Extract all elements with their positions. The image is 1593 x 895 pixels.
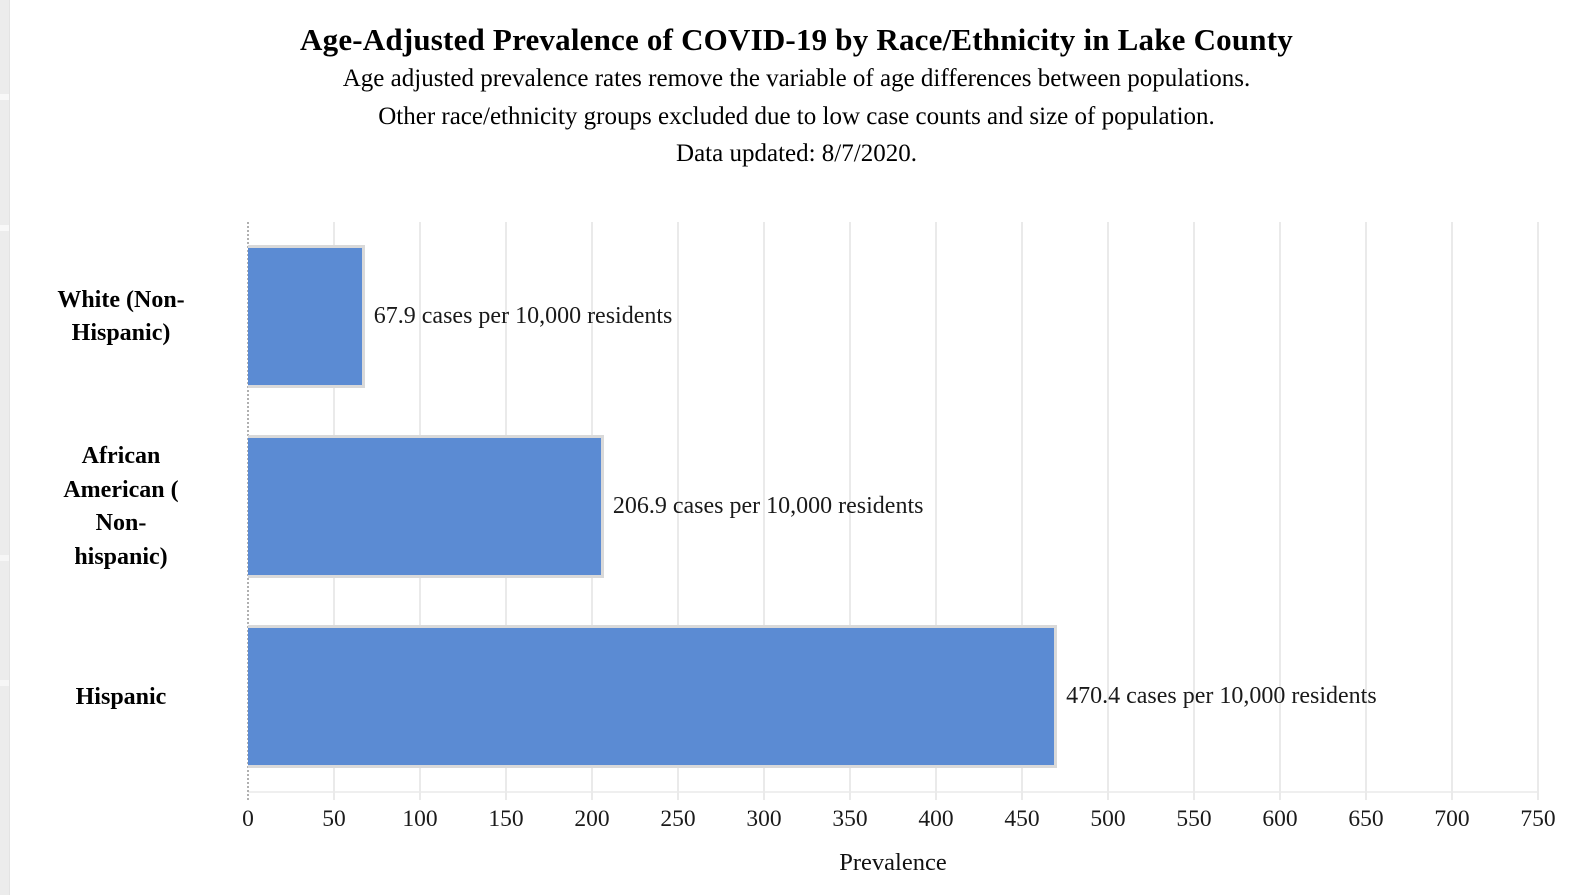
x-tick-label-650: 650 <box>1348 806 1384 832</box>
category-label-0-line-1: Hispanic) <box>71 320 171 347</box>
x-tick-label-750: 750 <box>1520 806 1556 832</box>
category-label-1: African American ( Non-hispanic) <box>10 412 232 602</box>
bar-row-2: 470.4 cases per 10,000 residents <box>248 601 1538 791</box>
gridline-x-450 <box>1021 222 1023 800</box>
category-label-1-line-0: African <box>81 443 161 470</box>
x-tick-label-50: 50 <box>322 806 346 832</box>
chart-subtitle-line-1: Age adjusted prevalence rates remove the… <box>342 65 1251 92</box>
x-axis-tick-labels: 0 50 100 150 200 250 300 350 400 450 500 550 600 650 7… <box>242 806 1556 836</box>
bar-0 <box>248 245 365 389</box>
category-label-0-line-0: White (Non- <box>57 286 185 313</box>
window-edge-strip <box>0 0 10 895</box>
chart-subtitle-line-2: Other race/ethnicity groups excluded due… <box>378 102 1215 130</box>
x-tick-label-600: 600 <box>1262 806 1298 832</box>
gridline-x-350 <box>849 222 851 800</box>
gridline-x-500 <box>1107 222 1109 800</box>
x-tick-label-200: 200 <box>574 806 610 832</box>
x-tick-label-500: 500 <box>1090 806 1126 832</box>
gridline-x-250 <box>677 222 679 800</box>
bar-1 <box>248 434 604 579</box>
gridline-x-300 <box>763 222 765 800</box>
category-label-2: Hispanic <box>10 603 232 793</box>
chart-title: Age-Adjusted Prevalence of COVID-19 by R… <box>300 22 1293 57</box>
category-label-1-line-1: American ( <box>63 476 179 503</box>
chart-subtitle-line-3: Data updated: 8/7/2020. <box>676 140 917 167</box>
y-axis-category-labels: White (Non- Hispanic) African American ( Non… <box>10 222 232 793</box>
gridline-x-650 <box>1365 222 1367 800</box>
gridline-x-550 <box>1193 222 1195 800</box>
x-tick-label-0: 0 <box>242 806 254 832</box>
x-tick-label-550: 550 <box>1176 806 1212 832</box>
x-tick-label-400: 400 <box>918 806 954 832</box>
plot-area: 67.9 cases per 10,000 residents 206.9 cas… <box>247 222 1539 800</box>
category-label-0: White (Non- Hispanic) <box>10 222 232 412</box>
x-axis-title: Prevalence <box>839 849 947 876</box>
bar-row-1: 206.9 cases per 10,000 residents <box>248 412 1538 602</box>
gridline-x-400 <box>935 222 937 800</box>
x-tick-label-700: 700 <box>1434 806 1470 832</box>
bar-data-label-1: 206.9 cases per 10,000 residents <box>612 492 924 519</box>
bar-2 <box>248 624 1058 768</box>
category-label-2-line-0: Hispanic <box>75 684 167 711</box>
category-label-1-line-3: hispanic) <box>74 543 168 570</box>
x-tick-label-150: 150 <box>488 806 524 832</box>
x-tick-label-350: 350 <box>832 806 868 832</box>
x-tick-label-450: 450 <box>1004 806 1040 832</box>
x-tick-label-300: 300 <box>746 806 782 832</box>
gridline-x-700 <box>1451 222 1453 800</box>
x-tick-label-250: 250 <box>660 806 696 832</box>
bar-data-label-2: 470.4 cases per 10,000 residents <box>1066 682 1377 709</box>
category-label-1-line-2: Non- <box>95 510 147 537</box>
gridline-x-600 <box>1279 222 1281 800</box>
x-tick-label-100: 100 <box>402 806 438 832</box>
bar-row-0: 67.9 cases per 10,000 residents <box>248 222 1538 412</box>
gridline-x-750 <box>1537 222 1539 800</box>
bar-data-label-0: 67.9 cases per 10,000 residents <box>373 303 673 330</box>
chart-header: Age-Adjusted Prevalence of COVID-19 by R… <box>0 20 1593 173</box>
